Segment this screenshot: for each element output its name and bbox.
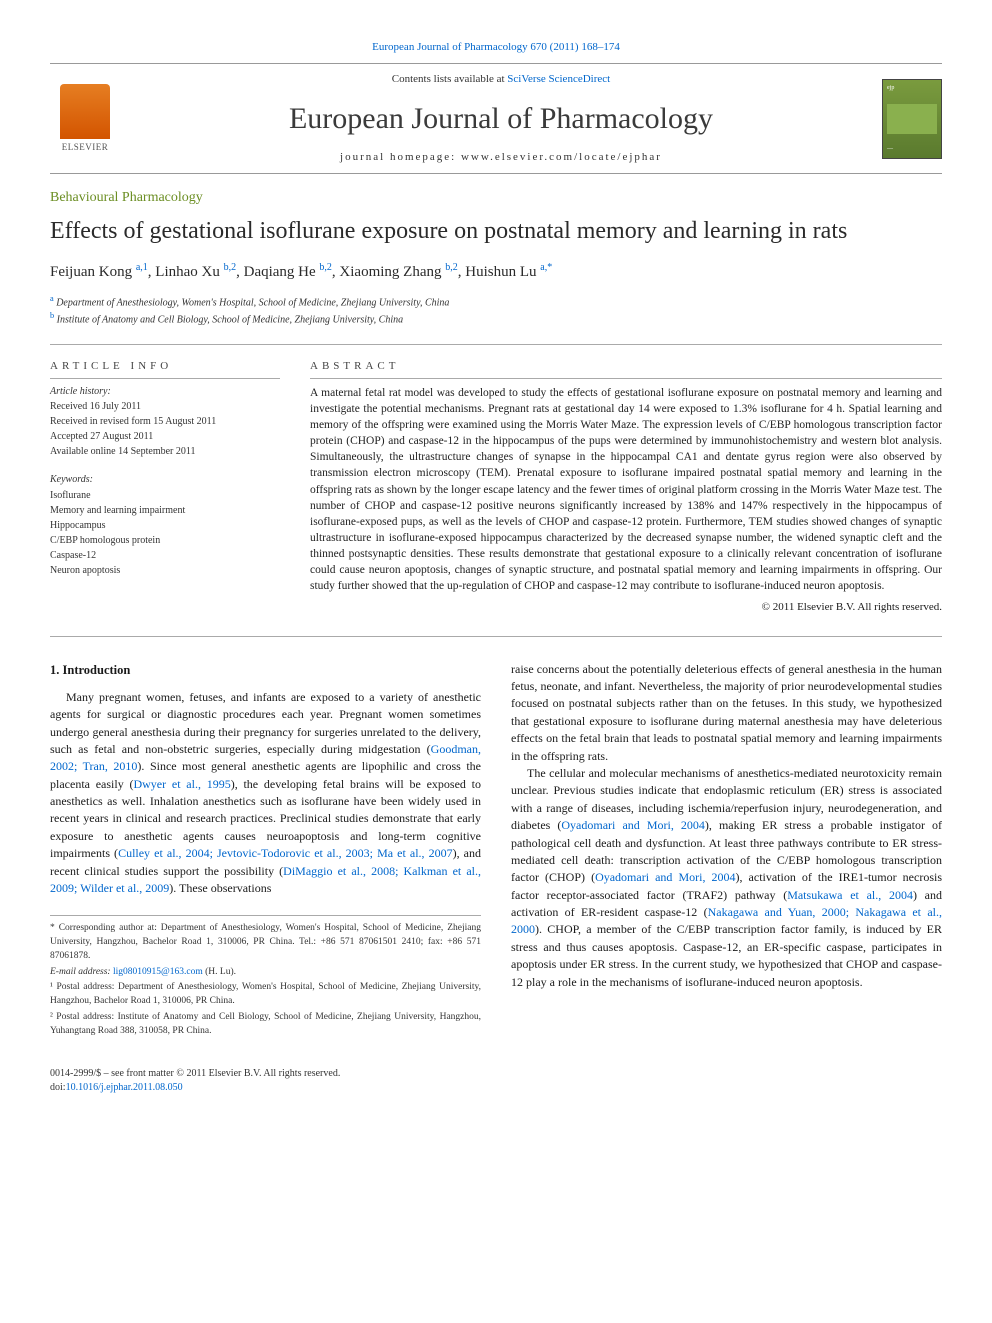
citation-link[interactable]: Culley et al., 2004; Jevtovic-Todorovic … [118, 846, 453, 860]
keyword-item: Caspase-12 [50, 549, 280, 563]
journal-citation-link[interactable]: European Journal of Pharmacology 670 (20… [50, 40, 942, 55]
footnote-2: ² Postal address: Institute of Anatomy a… [50, 1011, 481, 1039]
intro-heading: 1. Introduction [50, 661, 481, 679]
divider [50, 344, 942, 345]
contents-line: Contents lists available at SciVerse Sci… [120, 72, 882, 87]
citation-link[interactable]: Oyadomari and Mori, 2004 [595, 870, 735, 884]
divider [50, 636, 942, 637]
front-matter-line: 0014-2999/$ – see front matter © 2011 El… [50, 1067, 340, 1081]
abstract-copyright: © 2011 Elsevier B.V. All rights reserved… [310, 600, 942, 615]
keyword-item: Hippocampus [50, 519, 280, 533]
homepage-prefix: journal homepage: [340, 151, 461, 163]
contents-prefix: Contents lists available at [392, 73, 507, 85]
journal-cover-icon: ejp — [882, 79, 942, 159]
keywords-label: Keywords: [50, 473, 280, 487]
sciencedirect-link[interactable]: SciVerse ScienceDirect [507, 73, 610, 85]
abstract-text: A maternal fetal rat model was developed… [310, 385, 942, 594]
author-list: Feijuan Kong a,1, Linhao Xu b,2, Daqiang… [50, 261, 942, 283]
history-line: Accepted 27 August 2011 [50, 430, 280, 444]
elsevier-tree-icon [60, 84, 110, 139]
corresponding-author-note: * Corresponding author at: Department of… [50, 922, 481, 963]
keyword-item: Neuron apoptosis [50, 564, 280, 578]
footnote-1: ¹ Postal address: Department of Anesthes… [50, 981, 481, 1009]
article-title: Effects of gestational isoflurane exposu… [50, 216, 942, 247]
affiliation-line: b Institute of Anatomy and Cell Biology,… [50, 310, 942, 327]
affiliation-line: a Department of Anesthesiology, Women's … [50, 293, 942, 310]
email-link[interactable]: lig08010915@163.com [113, 967, 203, 977]
history-line: Received in revised form 15 August 2011 [50, 415, 280, 429]
keyword-item: Isoflurane [50, 489, 280, 503]
homepage-line: journal homepage: www.elsevier.com/locat… [120, 150, 882, 165]
keywords-list: IsofluraneMemory and learning impairment… [50, 489, 280, 578]
abstract-block: abstract A maternal fetal rat model was … [310, 359, 942, 616]
citation-link[interactable]: Matsukawa et al., 2004 [787, 888, 913, 902]
abstract-header: abstract [310, 359, 942, 379]
doi-link[interactable]: 10.1016/j.ejphar.2011.08.050 [66, 1082, 183, 1093]
history-line: Received 16 July 2011 [50, 400, 280, 414]
footnotes: * Corresponding author at: Department of… [50, 915, 481, 1038]
intro-paragraph-cont: raise concerns about the potentially del… [511, 661, 942, 765]
citation-link[interactable]: Dwyer et al., 1995 [133, 777, 230, 791]
article-history: Article history: Received 16 July 2011Re… [50, 385, 280, 459]
article-info-block: article info Article history: Received 1… [50, 359, 280, 616]
history-line: Available online 14 September 2011 [50, 445, 280, 459]
doi-line: doi:10.1016/j.ejphar.2011.08.050 [50, 1081, 340, 1095]
elsevier-logo: ELSEVIER [50, 79, 120, 159]
bottom-bar: 0014-2999/$ – see front matter © 2011 El… [50, 1057, 942, 1095]
affiliations: a Department of Anesthesiology, Women's … [50, 293, 942, 328]
section-label: Behavioural Pharmacology [50, 188, 942, 208]
history-label: Article history: [50, 385, 280, 399]
intro-paragraph: Many pregnant women, fetuses, and infant… [50, 689, 481, 898]
email-line: E-mail address: lig08010915@163.com (H. … [50, 966, 481, 980]
homepage-url[interactable]: www.elsevier.com/locate/ejphar [461, 151, 662, 163]
keyword-item: C/EBP homologous protein [50, 534, 280, 548]
body-column-right: raise concerns about the potentially del… [511, 661, 942, 1041]
keyword-item: Memory and learning impairment [50, 504, 280, 518]
body-column-left: 1. Introduction Many pregnant women, fet… [50, 661, 481, 1041]
bottom-left: 0014-2999/$ – see front matter © 2011 El… [50, 1067, 340, 1095]
journal-name: European Journal of Pharmacology [120, 98, 882, 140]
masthead: ELSEVIER Contents lists available at Sci… [50, 63, 942, 174]
masthead-center: Contents lists available at SciVerse Sci… [120, 72, 882, 165]
intro-paragraph-2: The cellular and molecular mechanisms of… [511, 765, 942, 991]
citation-link[interactable]: Oyadomari and Mori, 2004 [561, 818, 705, 832]
elsevier-label: ELSEVIER [62, 141, 109, 154]
article-info-header: article info [50, 359, 280, 379]
